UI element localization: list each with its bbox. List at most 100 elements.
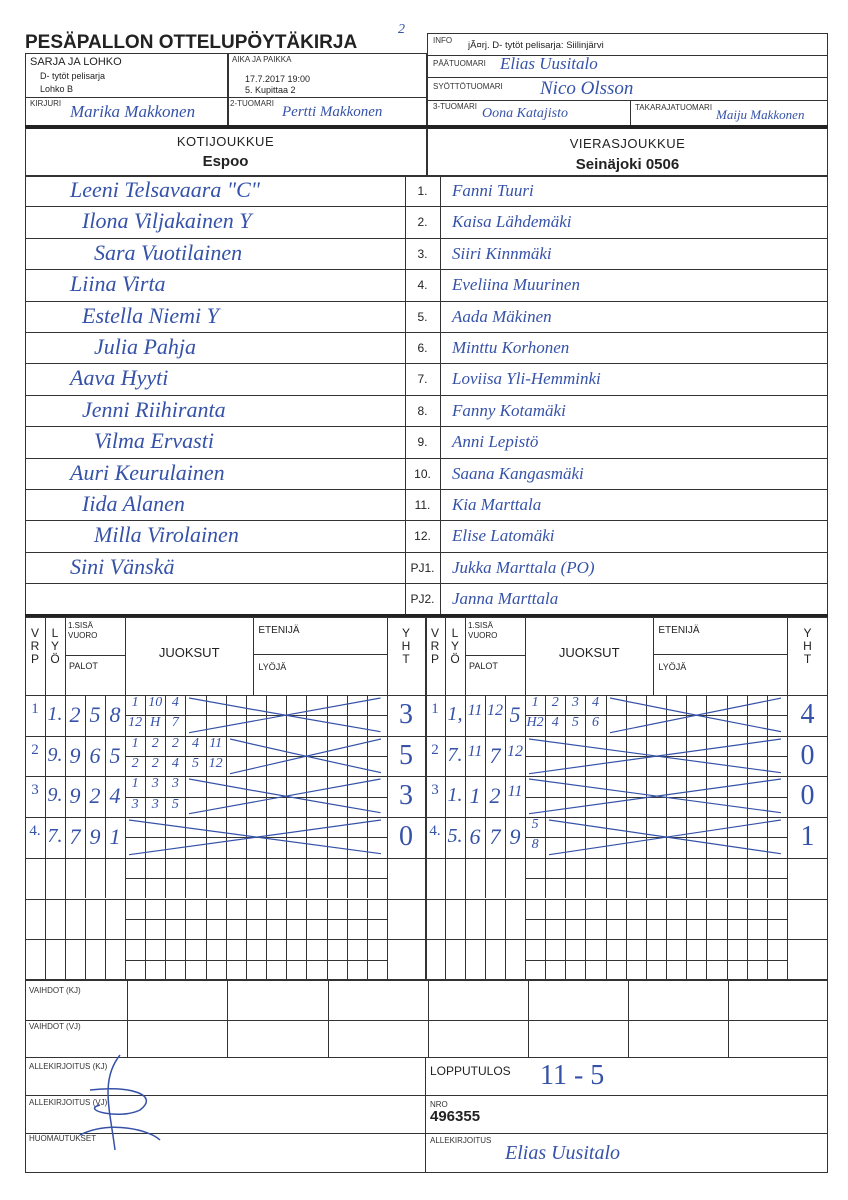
divider (25, 1020, 828, 1021)
divider (686, 857, 688, 899)
divider (645, 857, 647, 899)
divider (545, 857, 547, 899)
run-entry: 2 (151, 756, 159, 772)
away-player: Fanni Tuuri (452, 181, 534, 200)
divider (525, 617, 526, 980)
divider (766, 735, 768, 777)
divider (105, 898, 106, 940)
away-player: Saana Kangasmäki (452, 463, 584, 483)
divider (225, 776, 227, 818)
divider (706, 817, 708, 858)
divider (125, 715, 387, 717)
divider (686, 817, 688, 858)
run-entry: 8 (531, 837, 539, 853)
run-entry: 2 (551, 695, 559, 710)
divider (645, 817, 647, 858)
divider (105, 939, 106, 980)
divider (25, 269, 828, 271)
divider (666, 695, 668, 736)
palo-value: 5 (509, 702, 521, 727)
lyoja-label: LYÖJÄ (258, 662, 287, 672)
divider (545, 776, 547, 818)
divider (245, 776, 247, 818)
crossout-mark (189, 778, 381, 815)
run-entry: 3 (151, 776, 159, 792)
info-label: INFO (433, 36, 453, 45)
divider (245, 735, 247, 777)
tuomari2-label: 2-TUOMARI (230, 99, 274, 108)
palo-value: 4 (109, 783, 121, 809)
syotto-label: SYÖTTÖTUOMARI (433, 82, 503, 91)
row-number: 5. (417, 309, 428, 324)
vrp-header: R (30, 639, 40, 653)
divider (25, 1057, 828, 1058)
divider (205, 898, 207, 940)
divider (686, 939, 688, 980)
run-entry: 4 (192, 735, 200, 751)
divider (746, 776, 748, 818)
inning-total: 5 (399, 739, 413, 771)
divider (366, 817, 368, 858)
syotto-value: Nico Olsson (540, 78, 634, 99)
divider (25, 457, 828, 459)
divider (85, 898, 86, 940)
divider (25, 489, 828, 490)
divider (25, 735, 425, 737)
divider (625, 857, 627, 899)
divider (726, 735, 728, 777)
divider (426, 128, 428, 175)
aika-label: AIKA JA PAIKKA (232, 55, 292, 64)
divider (85, 939, 86, 980)
inning-number: 3 (431, 782, 439, 799)
divider (366, 857, 368, 899)
divider (306, 817, 308, 858)
divider (766, 939, 768, 980)
divider (25, 520, 828, 522)
run-entry: 3 (171, 776, 179, 792)
sisa-vuoro-label: 1.SISÄ VUORO (68, 621, 98, 640)
divider (485, 776, 486, 818)
divider (706, 898, 708, 940)
home-player: Liina Virta (70, 271, 166, 297)
run-entry: 4 (551, 715, 559, 731)
sarja-value: D- tytöt pelisarja (40, 71, 106, 81)
palo-value: 2 (89, 783, 101, 809)
divider (525, 918, 787, 920)
divider (225, 735, 227, 777)
divider (485, 735, 486, 777)
vrp-header: P (430, 652, 439, 666)
home-player: Auri Keurulainen (70, 459, 225, 485)
inning-total: 3 (399, 780, 413, 812)
divider (645, 735, 647, 777)
palo-value: 9 (69, 783, 81, 809)
divider (585, 898, 587, 940)
row-number: 9. (417, 435, 428, 450)
run-entry: 4 (592, 695, 600, 710)
divider (746, 939, 748, 980)
divider (666, 735, 668, 777)
divider (525, 796, 787, 798)
divider (25, 857, 425, 859)
divider (205, 857, 207, 899)
divider (605, 735, 607, 777)
run-entry: 3 (571, 695, 579, 710)
divider (485, 817, 486, 858)
kirjuri-label: KIRJURI (30, 99, 62, 108)
inning-number: 1 (431, 701, 439, 717)
lohko-value: Lohko B (40, 84, 74, 94)
divider (185, 898, 187, 940)
divider (125, 796, 387, 798)
divider (728, 980, 729, 1057)
row-number: 3. (417, 246, 428, 261)
batting-order: 5. (447, 825, 463, 848)
divider (440, 175, 441, 618)
divider (706, 857, 708, 899)
divider (605, 776, 607, 818)
divider (165, 939, 167, 980)
away-player: Anni Lepistö (452, 432, 539, 452)
divider (666, 939, 668, 980)
divider (326, 898, 328, 940)
palo-value: 7 (489, 742, 501, 768)
palo-value: 6 (89, 742, 101, 768)
divider (145, 695, 147, 736)
